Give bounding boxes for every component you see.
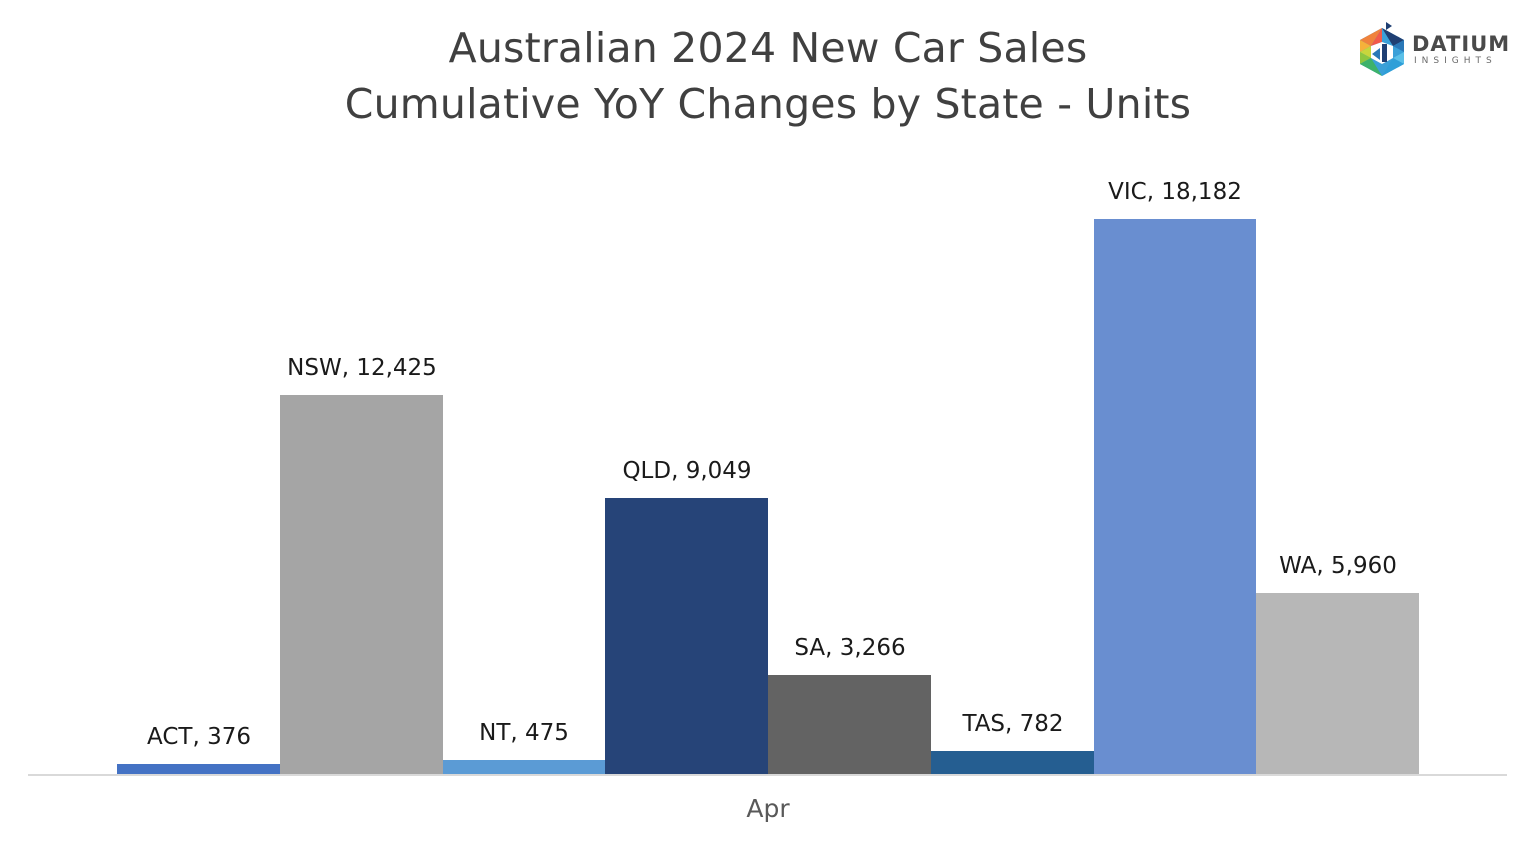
data-label-nt: NT, 475 bbox=[479, 720, 569, 746]
bar-sa bbox=[768, 675, 931, 775]
chart-title-line-1: Australian 2024 New Car Sales bbox=[448, 24, 1088, 72]
data-label-wa: WA, 5,960 bbox=[1279, 553, 1397, 579]
data-label-nsw: NSW, 12,425 bbox=[287, 355, 437, 381]
bar-nt bbox=[443, 760, 605, 775]
bar-act bbox=[117, 764, 280, 775]
bar-vic bbox=[1094, 219, 1256, 775]
x-axis-baseline bbox=[28, 774, 1507, 776]
bar-wa bbox=[1256, 593, 1419, 775]
data-label-act: ACT, 376 bbox=[147, 724, 251, 750]
bar-qld bbox=[605, 498, 768, 775]
data-label-vic: VIC, 18,182 bbox=[1108, 179, 1242, 205]
data-label-qld: QLD, 9,049 bbox=[622, 458, 752, 484]
chart-title-line-2: Cumulative YoY Changes by State - Units bbox=[344, 80, 1192, 128]
datium-insights-logo: DATIUM INSIGHTS bbox=[1356, 20, 1516, 80]
bar-tas bbox=[931, 751, 1094, 775]
data-label-tas: TAS, 782 bbox=[962, 711, 1064, 737]
logo-wordmark: DATIUM bbox=[1412, 32, 1511, 56]
logo-subtitle: INSIGHTS bbox=[1414, 56, 1497, 66]
data-label-sa: SA, 3,266 bbox=[794, 635, 906, 661]
bar-nsw bbox=[280, 395, 443, 775]
x-axis-category-label: Apr bbox=[746, 794, 790, 823]
hexagon-logo-icon bbox=[1360, 22, 1404, 76]
